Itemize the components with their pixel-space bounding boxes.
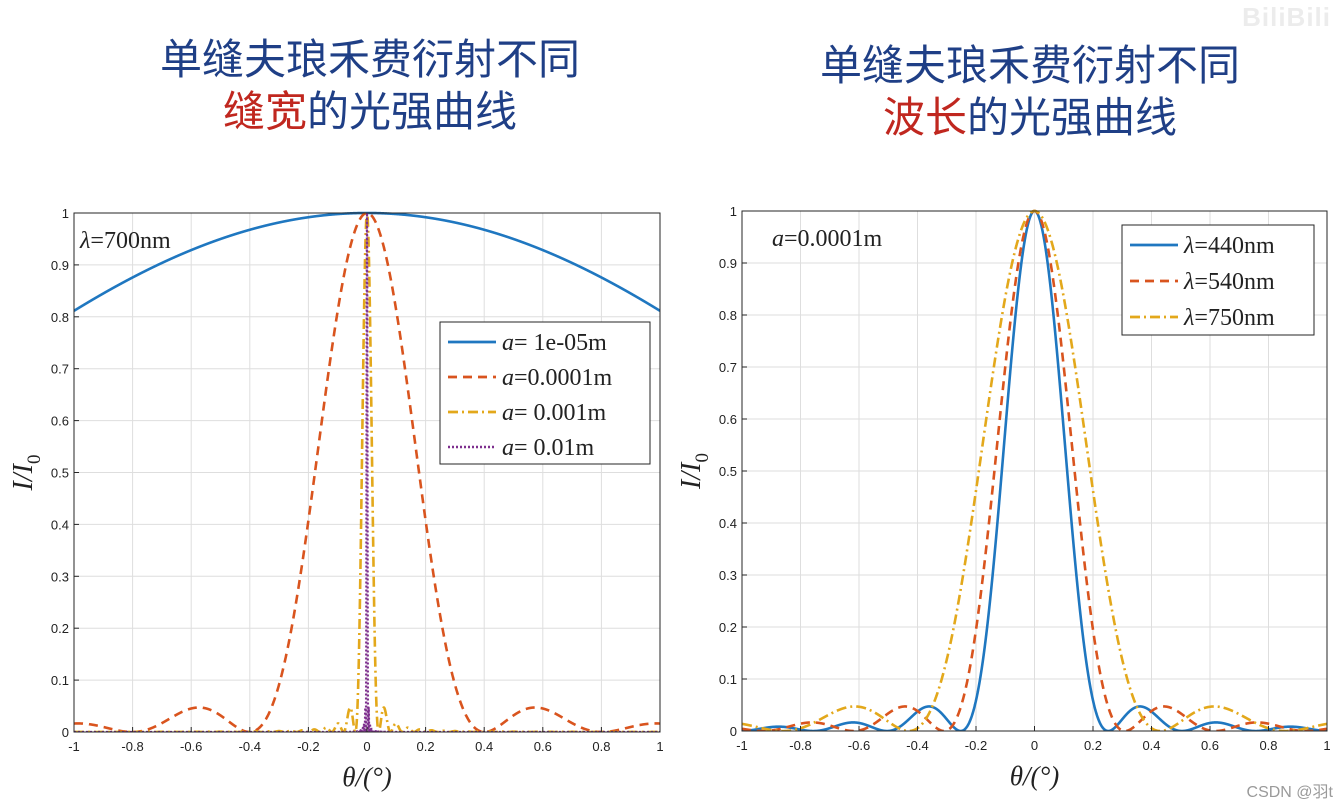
legend-value: =440nm bbox=[1194, 233, 1275, 259]
left-title-line1: 单缝夫琅禾费衍射不同 bbox=[159, 35, 580, 84]
x-tick-label: -1 bbox=[736, 738, 748, 753]
legend-var: a bbox=[502, 365, 514, 391]
left-title-rest: 的光强曲线 bbox=[307, 87, 518, 136]
annotation-symbol: a bbox=[772, 226, 784, 252]
y-tick-label: 0.7 bbox=[51, 362, 69, 377]
legend-var: a bbox=[502, 330, 514, 356]
legend-var: λ bbox=[1183, 233, 1194, 259]
legend-value: = 1e-05m bbox=[514, 330, 607, 356]
y-tick-label: 0.6 bbox=[51, 414, 69, 429]
legend-var: λ bbox=[1183, 269, 1194, 295]
x-tick-label: 1 bbox=[1323, 738, 1330, 753]
y-tick-label: 0.1 bbox=[51, 673, 69, 688]
y-tick-label: 0.3 bbox=[719, 568, 737, 583]
legend-value: = 0.001m bbox=[514, 400, 607, 426]
y-tick-label: 1 bbox=[730, 204, 737, 219]
x-tick-label: -0.4 bbox=[239, 739, 261, 754]
y-axis-label-main: I/I bbox=[676, 461, 707, 490]
series-line-2 bbox=[74, 211, 660, 732]
x-tick-label: -0.2 bbox=[965, 738, 987, 753]
x-tick-label: 0.6 bbox=[534, 739, 552, 754]
x-tick-label: 1 bbox=[656, 739, 663, 754]
y-axis-label: I/I0 bbox=[8, 455, 45, 492]
y-axis-label-subscript: 0 bbox=[24, 455, 45, 465]
y-tick-label: 0.9 bbox=[719, 256, 737, 271]
right-title-rest: 的光强曲线 bbox=[967, 93, 1178, 142]
y-tick-label: 0.7 bbox=[719, 360, 737, 375]
right-chart-title: 单缝夫琅禾费衍射不同 波长的光强曲线 bbox=[730, 40, 1330, 144]
x-tick-label: 0.4 bbox=[475, 739, 493, 754]
legend-entry-4: a= 0.01m bbox=[502, 435, 595, 461]
annotation-symbol: λ bbox=[79, 228, 90, 254]
y-tick-label: 0.1 bbox=[719, 672, 737, 687]
x-tick-label: -0.4 bbox=[906, 738, 928, 753]
y-tick-label: 0.4 bbox=[51, 517, 69, 532]
y-tick-label: 0.8 bbox=[719, 308, 737, 323]
legend-entry-3: λ=750nm bbox=[1183, 305, 1275, 331]
y-tick-label: 0.2 bbox=[51, 621, 69, 636]
left-title-highlight: 缝宽 bbox=[222, 87, 307, 136]
x-tick-label: -0.8 bbox=[789, 738, 811, 753]
y-tick-label: 0.3 bbox=[51, 569, 69, 584]
chart-left: -1 -0.8 -0.6 -0.4 -0.2 0 0.2 0.4 0.6 0.8 1 0 0.1 0.2 0… bbox=[8, 206, 664, 792]
legend-value: =0.0001m bbox=[514, 365, 613, 391]
y-tick-label: 0.5 bbox=[719, 464, 737, 479]
x-tick-label: -0.6 bbox=[848, 738, 870, 753]
y-tick-label: 0.8 bbox=[51, 310, 69, 325]
chart-right: -1 -0.8 -0.6 -0.4 -0.2 0 0.2 0.4 0.6 0.8 1 0 0.1 0.2 0… bbox=[676, 204, 1331, 791]
x-tick-label: -0.2 bbox=[297, 739, 319, 754]
bilibili-watermark-logo: BiliBili bbox=[1242, 2, 1331, 32]
legend-value: = 0.01m bbox=[514, 435, 595, 461]
x-tick-label: 0.2 bbox=[417, 739, 435, 754]
x-tick-label: 0.2 bbox=[1084, 738, 1102, 753]
y-tick-label: 0 bbox=[62, 725, 69, 740]
legend-entry-1: a= 1e-05m bbox=[502, 330, 607, 356]
left-title-line2: 缝宽的光强曲线 bbox=[70, 86, 670, 138]
y-tick-label: 0.2 bbox=[719, 620, 737, 635]
legend-box bbox=[439, 321, 651, 465]
legend-entry-1: λ=440nm bbox=[1183, 233, 1275, 259]
right-title-line2: 波长的光强曲线 bbox=[730, 92, 1330, 144]
y-tick-label: 0.5 bbox=[51, 466, 69, 481]
x-tick-label: 0.8 bbox=[592, 739, 610, 754]
chart-annotation: a=0.0001m bbox=[772, 226, 883, 252]
legend-entry-2: λ=540nm bbox=[1183, 269, 1275, 295]
x-tick-label: -0.6 bbox=[180, 739, 202, 754]
annotation-value: =0.0001m bbox=[784, 226, 883, 252]
y-tick-label: 0.6 bbox=[719, 412, 737, 427]
x-tick-label: 0.4 bbox=[1142, 738, 1160, 753]
x-tick-label: 0 bbox=[363, 739, 370, 754]
legend-value: =540nm bbox=[1194, 269, 1275, 295]
x-tick-label: 0 bbox=[1031, 738, 1038, 753]
x-tick-label: -1 bbox=[68, 739, 80, 754]
x-tick-label: -0.8 bbox=[121, 739, 143, 754]
x-tick-label: 0.8 bbox=[1259, 738, 1277, 753]
chart-annotation: λ=700nm bbox=[79, 228, 171, 254]
y-tick-label: 0.9 bbox=[51, 258, 69, 273]
y-axis-label: I/I0 bbox=[676, 453, 713, 490]
legend-var: λ bbox=[1183, 305, 1194, 331]
y-axis-label-subscript: 0 bbox=[692, 453, 713, 463]
legend-entry-3: a= 0.001m bbox=[502, 400, 607, 426]
right-title-highlight: 波长 bbox=[882, 93, 967, 142]
y-tick-label: 0 bbox=[730, 724, 737, 739]
annotation-value: =700nm bbox=[90, 228, 171, 254]
csdn-watermark: CSDN @羽t bbox=[1246, 784, 1333, 801]
legend-var: a bbox=[502, 435, 514, 461]
legend-entry-2: a=0.0001m bbox=[502, 365, 613, 391]
y-tick-label: 0.4 bbox=[719, 516, 737, 531]
x-axis-label: θ/(°) bbox=[1010, 761, 1060, 791]
legend-var: a bbox=[502, 400, 514, 426]
legend-value: =750nm bbox=[1194, 305, 1275, 331]
y-axis-label-main: I/I bbox=[8, 462, 39, 491]
right-title-line1: 单缝夫琅禾费衍射不同 bbox=[819, 41, 1240, 90]
left-chart-title: 单缝夫琅禾费衍射不同 缝宽的光强曲线 bbox=[70, 34, 670, 138]
x-tick-label: 0.6 bbox=[1201, 738, 1219, 753]
x-axis-label: θ/(°) bbox=[342, 762, 392, 792]
y-tick-label: 1 bbox=[62, 206, 69, 221]
